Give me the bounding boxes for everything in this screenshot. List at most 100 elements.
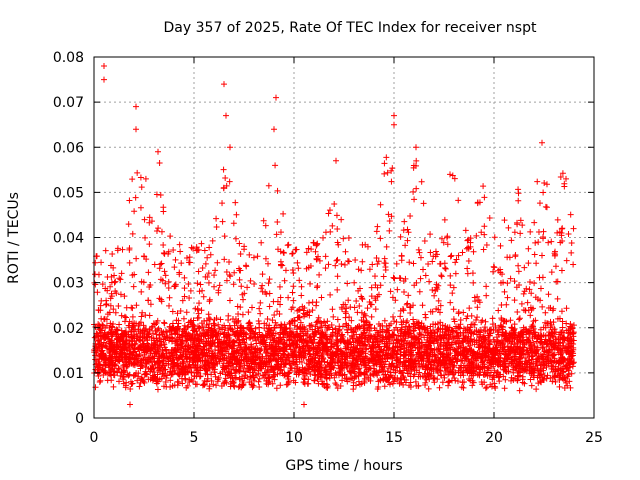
data-point-marker [99,347,106,354]
data-point-marker [516,315,523,322]
data-point-marker [453,256,460,263]
data-point-marker [176,241,183,248]
data-point-marker [374,223,381,230]
data-point-marker [255,378,262,385]
data-point-marker [235,311,242,318]
data-point-marker [97,333,104,340]
data-point-marker [269,380,276,387]
data-point-marker [343,375,350,382]
data-point-marker [392,376,399,383]
data-point-marker [230,220,237,227]
data-point-marker [421,237,428,244]
data-point-marker [389,348,396,355]
data-point-marker [556,367,563,374]
data-point-marker [311,368,318,375]
data-point-marker [364,305,371,312]
data-point-marker [184,354,191,361]
data-point-marker [289,304,296,311]
data-point-marker [151,261,158,268]
data-point-marker [269,332,276,339]
data-point-marker [258,285,265,292]
data-point-marker [134,377,141,384]
data-point-marker [406,259,413,266]
data-point-marker [394,356,401,363]
data-point-marker [171,346,178,353]
data-point-marker [192,328,199,335]
data-point-marker [567,325,574,332]
data-point-marker [519,343,526,350]
data-point-marker [121,340,128,347]
data-point-marker [93,253,100,260]
data-point-marker [167,377,174,384]
data-point-marker [495,327,502,334]
data-point-marker [393,363,400,370]
data-point-marker [110,306,117,313]
data-point-marker [461,378,468,385]
data-point-marker [134,333,141,340]
data-point-marker [125,372,132,379]
data-point-marker [204,357,211,364]
data-point-marker [294,307,301,314]
data-point-marker [479,381,486,388]
data-point-marker [271,325,278,332]
data-point-marker [437,357,444,364]
data-point-marker [511,278,518,285]
data-point-marker [300,313,307,320]
data-point-marker [449,371,456,378]
data-point-marker [449,368,456,375]
data-point-marker [459,351,466,358]
data-point-marker [517,230,524,237]
data-point-marker [457,331,464,338]
data-point-marker [407,384,414,391]
data-point-marker [296,314,303,321]
data-point-marker [257,347,264,354]
data-point-marker [107,340,114,347]
data-point-marker [380,367,387,374]
data-point-marker [375,291,382,298]
data-point-marker [426,278,433,285]
data-point-marker [374,261,381,268]
data-point-marker [156,363,163,370]
data-point-marker [273,322,280,329]
data-point-marker [513,364,520,371]
data-point-marker [540,376,547,383]
data-point-marker [95,341,102,348]
data-point-marker [366,327,373,334]
data-point-marker [103,344,110,351]
data-point-marker [375,321,382,328]
data-point-marker [444,326,451,333]
data-point-marker [459,249,466,256]
data-point-marker [540,235,547,242]
data-point-marker [431,351,438,358]
data-point-marker [100,371,107,378]
data-point-marker [334,256,341,263]
data-point-marker [251,281,258,288]
data-point-marker [262,343,269,350]
data-point-marker [534,335,541,342]
data-point-marker [422,311,429,318]
data-point-marker [185,259,192,266]
data-point-marker [240,296,247,303]
data-point-marker [219,340,226,347]
data-point-marker [491,338,498,345]
data-point-marker [358,267,365,274]
data-point-marker [171,359,178,366]
data-point-marker [154,386,161,393]
data-point-marker [169,382,176,389]
data-point-marker [117,276,124,283]
data-point-marker [535,333,542,340]
data-point-marker [107,302,114,309]
data-point-marker [440,334,447,341]
data-point-marker [215,350,222,357]
data-point-marker [309,307,316,314]
data-point-marker [320,331,327,338]
data-point-marker [259,271,266,278]
data-point-marker [532,239,539,246]
data-point-marker [503,352,510,359]
data-point-marker [270,371,277,378]
data-point-marker [145,297,152,304]
data-point-marker [111,272,118,279]
data-point-marker [358,380,365,387]
data-point-marker [551,340,558,347]
data-point-marker [251,377,258,384]
